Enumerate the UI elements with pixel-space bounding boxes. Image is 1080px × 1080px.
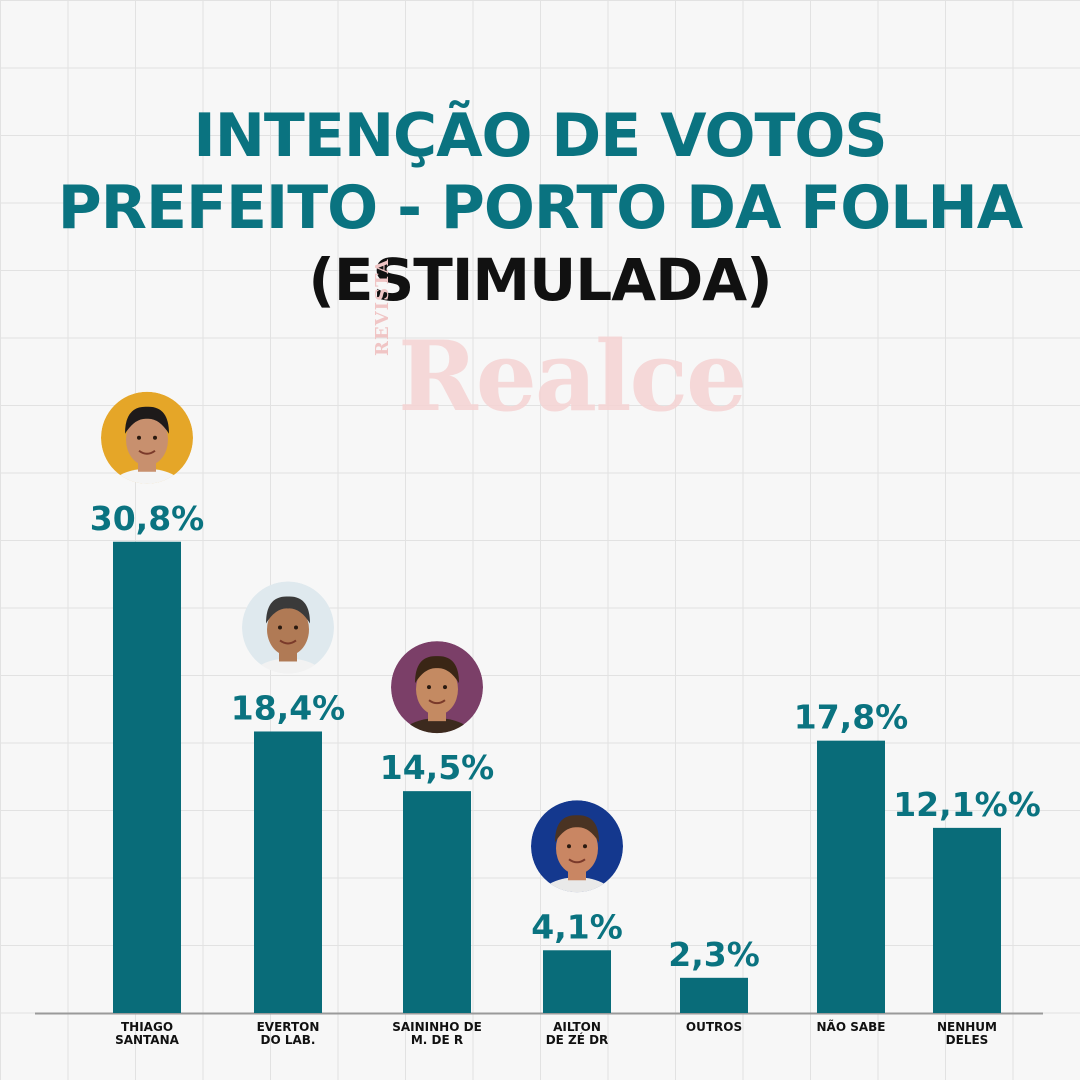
bar (543, 950, 611, 1013)
chart-title: INTENÇÃO DE VOTOS PREFEITO - PORTO DA FO… (0, 100, 1080, 316)
category-label: THIAGO SANTANA (115, 1020, 180, 1047)
bar (254, 731, 322, 1013)
candidate-photo-avatar (531, 800, 623, 893)
value-label: 12,1%% (893, 785, 1041, 824)
category-label: AILTON DE ZÉ DR (546, 1020, 609, 1047)
bar (817, 740, 885, 1013)
value-label: 17,8% (794, 698, 909, 737)
candidate-photo-avatar (391, 641, 483, 734)
value-label: 30,8% (90, 499, 205, 538)
category-label: SAININHO DE M. DE R (392, 1020, 482, 1047)
value-label: 4,1% (531, 907, 623, 946)
value-label: 18,4% (231, 688, 346, 727)
candidate-photo-avatar (242, 581, 334, 674)
subtitle: (ESTIMULADA) (308, 246, 772, 314)
bar (113, 541, 181, 1013)
category-label: NENHUM DELES (937, 1020, 997, 1047)
category-label: NÃO SABE (817, 1019, 886, 1034)
candidate-photo-avatar (101, 391, 193, 484)
bar (680, 977, 748, 1013)
bar (403, 791, 471, 1013)
value-label: 14,5% (380, 748, 495, 787)
category-label: OUTROS (686, 1020, 742, 1034)
value-label: 2,3% (668, 935, 760, 974)
category-label: EVERTON DO LAB. (257, 1020, 320, 1047)
bar (933, 827, 1001, 1013)
title-line-2: PREFEITO - PORTO DA FOLHA (57, 173, 1023, 243)
title-line-1: INTENÇÃO DE VOTOS (193, 101, 887, 171)
